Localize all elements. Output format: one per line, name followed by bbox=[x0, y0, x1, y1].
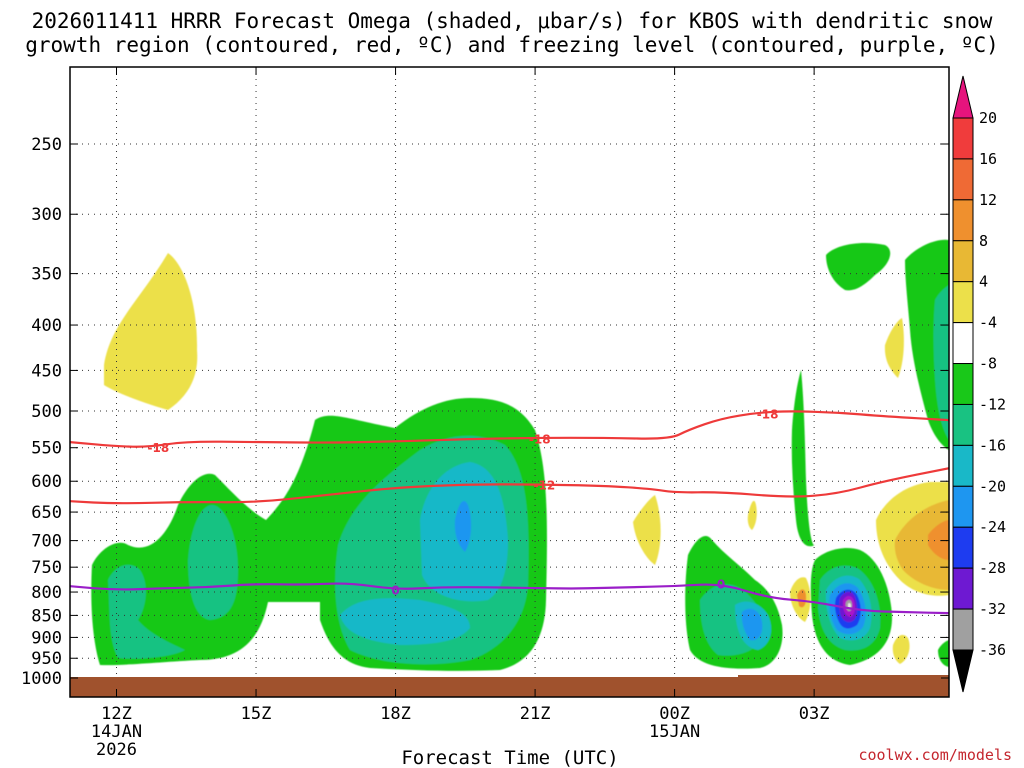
y-tick-label-900: 900 bbox=[31, 628, 62, 648]
omega-blob-yellow-upper bbox=[104, 253, 198, 410]
y-tick-label-1000: 1000 bbox=[21, 669, 62, 689]
colorbar-swatch-9 bbox=[952, 485, 974, 528]
colorbar-swatch-0 bbox=[952, 117, 974, 160]
colorbar-tick-label-9: -20 bbox=[979, 477, 1006, 495]
y-tick-label-700: 700 bbox=[31, 532, 62, 552]
omega-blob-white-03z bbox=[848, 602, 851, 609]
omega-blob-teal-left bbox=[108, 564, 185, 659]
y-tick-label-400: 400 bbox=[31, 316, 62, 336]
x-tick-label-00Z: 00Z bbox=[659, 704, 690, 724]
colorbar-tick-label-10: -24 bbox=[979, 518, 1006, 536]
y-tick-label-550: 550 bbox=[31, 439, 62, 459]
colorbar-swatch-2 bbox=[952, 199, 974, 242]
x-tick-sublabel-year-12Z: 2026 bbox=[96, 740, 137, 760]
omega-blob-yellow-mid1 bbox=[633, 495, 661, 565]
colorbar-tick-label-13: -36 bbox=[979, 641, 1006, 659]
y-tick-label-250: 250 bbox=[31, 135, 62, 155]
contour-freezing-level bbox=[70, 582, 949, 615]
y-tick-label-450: 450 bbox=[31, 361, 62, 381]
colorbar-swatch-13 bbox=[952, 608, 974, 651]
colorbar-swatch-3 bbox=[952, 240, 974, 283]
colorbar-tick-label-5: -4 bbox=[979, 314, 997, 332]
colorbar-swatch-11 bbox=[952, 567, 974, 610]
contour-label-dgz-top-0: -18 bbox=[148, 441, 170, 455]
omega-blob-gold-right bbox=[894, 500, 949, 590]
omega-blob-orange-right bbox=[928, 520, 949, 560]
plot-frame bbox=[69, 66, 950, 698]
ground-terrain bbox=[70, 675, 949, 697]
y-tick-label-350: 350 bbox=[31, 265, 62, 285]
omega-blob-yellow-mid2 bbox=[747, 500, 757, 530]
contour-label-dgz-top-2: -18 bbox=[757, 407, 779, 421]
y-tick-label-800: 800 bbox=[31, 583, 62, 603]
omega-blob-teal-left-2 bbox=[188, 505, 238, 620]
omega-blob-teal-right-column bbox=[933, 285, 949, 440]
y-tick-label-750: 750 bbox=[31, 558, 62, 578]
colorbar-tick-label-1: 16 bbox=[979, 150, 997, 168]
colorbar-swatch-1 bbox=[952, 158, 974, 201]
colorbar-top-arrow bbox=[952, 75, 974, 119]
omega-blob-green-upper-right bbox=[826, 243, 891, 291]
omega-blob-green-column bbox=[791, 370, 815, 547]
y-tick-label-650: 650 bbox=[31, 503, 62, 523]
contour-label-freezing-level-0: 0 bbox=[391, 584, 399, 598]
y-tick-label-950: 950 bbox=[31, 649, 62, 669]
omega-blob-yellow-right-low bbox=[892, 634, 910, 664]
chart-title-line-1: 2026011411 HRRR Forecast Omega (shaded, … bbox=[32, 9, 993, 33]
x-tick-sublabel-date-00Z: 15JAN bbox=[649, 722, 700, 742]
colorbar-bottom-arrow bbox=[952, 649, 974, 693]
colorbar-swatch-4 bbox=[952, 281, 974, 324]
omega-blob-blue-01z bbox=[741, 608, 763, 641]
colorbar-tick-label-2: 12 bbox=[979, 191, 997, 209]
contours: -18 -18 -18 -12 0 0 bbox=[70, 407, 949, 615]
colorbar-swatch-10 bbox=[952, 526, 974, 569]
colorbar: 20 16 12 8 4 -4 -8 -12 -16 -20 -24 -28 -32 -36 bbox=[952, 75, 1006, 693]
x-tick-sublabel-date-12Z: 14JAN bbox=[91, 722, 142, 742]
colorbar-tick-label-4: 4 bbox=[979, 273, 988, 291]
x-tick-label-03Z: 03Z bbox=[799, 704, 830, 724]
x-tick-label-12Z: 12Z bbox=[101, 704, 132, 724]
omega-blob-blue-center bbox=[454, 500, 472, 552]
y-tick-label-850: 850 bbox=[31, 606, 62, 626]
colorbar-tick-label-7: -12 bbox=[979, 395, 1006, 413]
site-credit: coolwx.com/models bbox=[858, 746, 1012, 764]
omega-blob-green-right-low bbox=[938, 640, 949, 667]
x-tick-label-15Z: 15Z bbox=[241, 704, 272, 724]
contour-label-dgz-bottom-0: -12 bbox=[534, 478, 556, 492]
omega-blob-orange-02z bbox=[797, 589, 807, 608]
colorbar-swatch-5 bbox=[952, 322, 974, 365]
y-tick-label-600: 600 bbox=[31, 472, 62, 492]
y-tick-label-300: 300 bbox=[31, 205, 62, 225]
colorbar-swatch-8 bbox=[952, 444, 974, 487]
omega-blob-yellow-right-small bbox=[884, 318, 904, 378]
colorbar-tick-label-11: -28 bbox=[979, 559, 1006, 577]
x-tick-label-18Z: 18Z bbox=[380, 704, 411, 724]
colorbar-tick-label-8: -16 bbox=[979, 436, 1006, 454]
colorbar-tick-label-0: 20 bbox=[979, 109, 997, 127]
colorbar-tick-label-3: 8 bbox=[979, 232, 988, 250]
contour-dgz-bottom bbox=[70, 467, 949, 505]
colorbar-tick-label-6: -8 bbox=[979, 355, 997, 373]
omega-shading bbox=[91, 239, 949, 671]
contour-label-freezing-level-1: 0 bbox=[717, 577, 725, 591]
colorbar-tick-label-12: -32 bbox=[979, 600, 1006, 618]
x-axis-label: Forecast Time (UTC) bbox=[401, 747, 618, 768]
x-tick-label-21Z: 21Z bbox=[520, 704, 551, 724]
chart-title-line-2: growth region (contoured, red, ºC) and f… bbox=[25, 33, 999, 57]
omega-blob-cyan-lower bbox=[340, 598, 470, 645]
contour-dgz-top bbox=[70, 410, 949, 448]
y-tick-label-500: 500 bbox=[31, 402, 62, 422]
colorbar-swatch-7 bbox=[952, 403, 974, 446]
contour-label-dgz-top-1: -18 bbox=[529, 432, 551, 446]
y-axis: 2503003504004505005506006507007508008509… bbox=[21, 135, 949, 689]
colorbar-swatch-6 bbox=[952, 363, 974, 405]
